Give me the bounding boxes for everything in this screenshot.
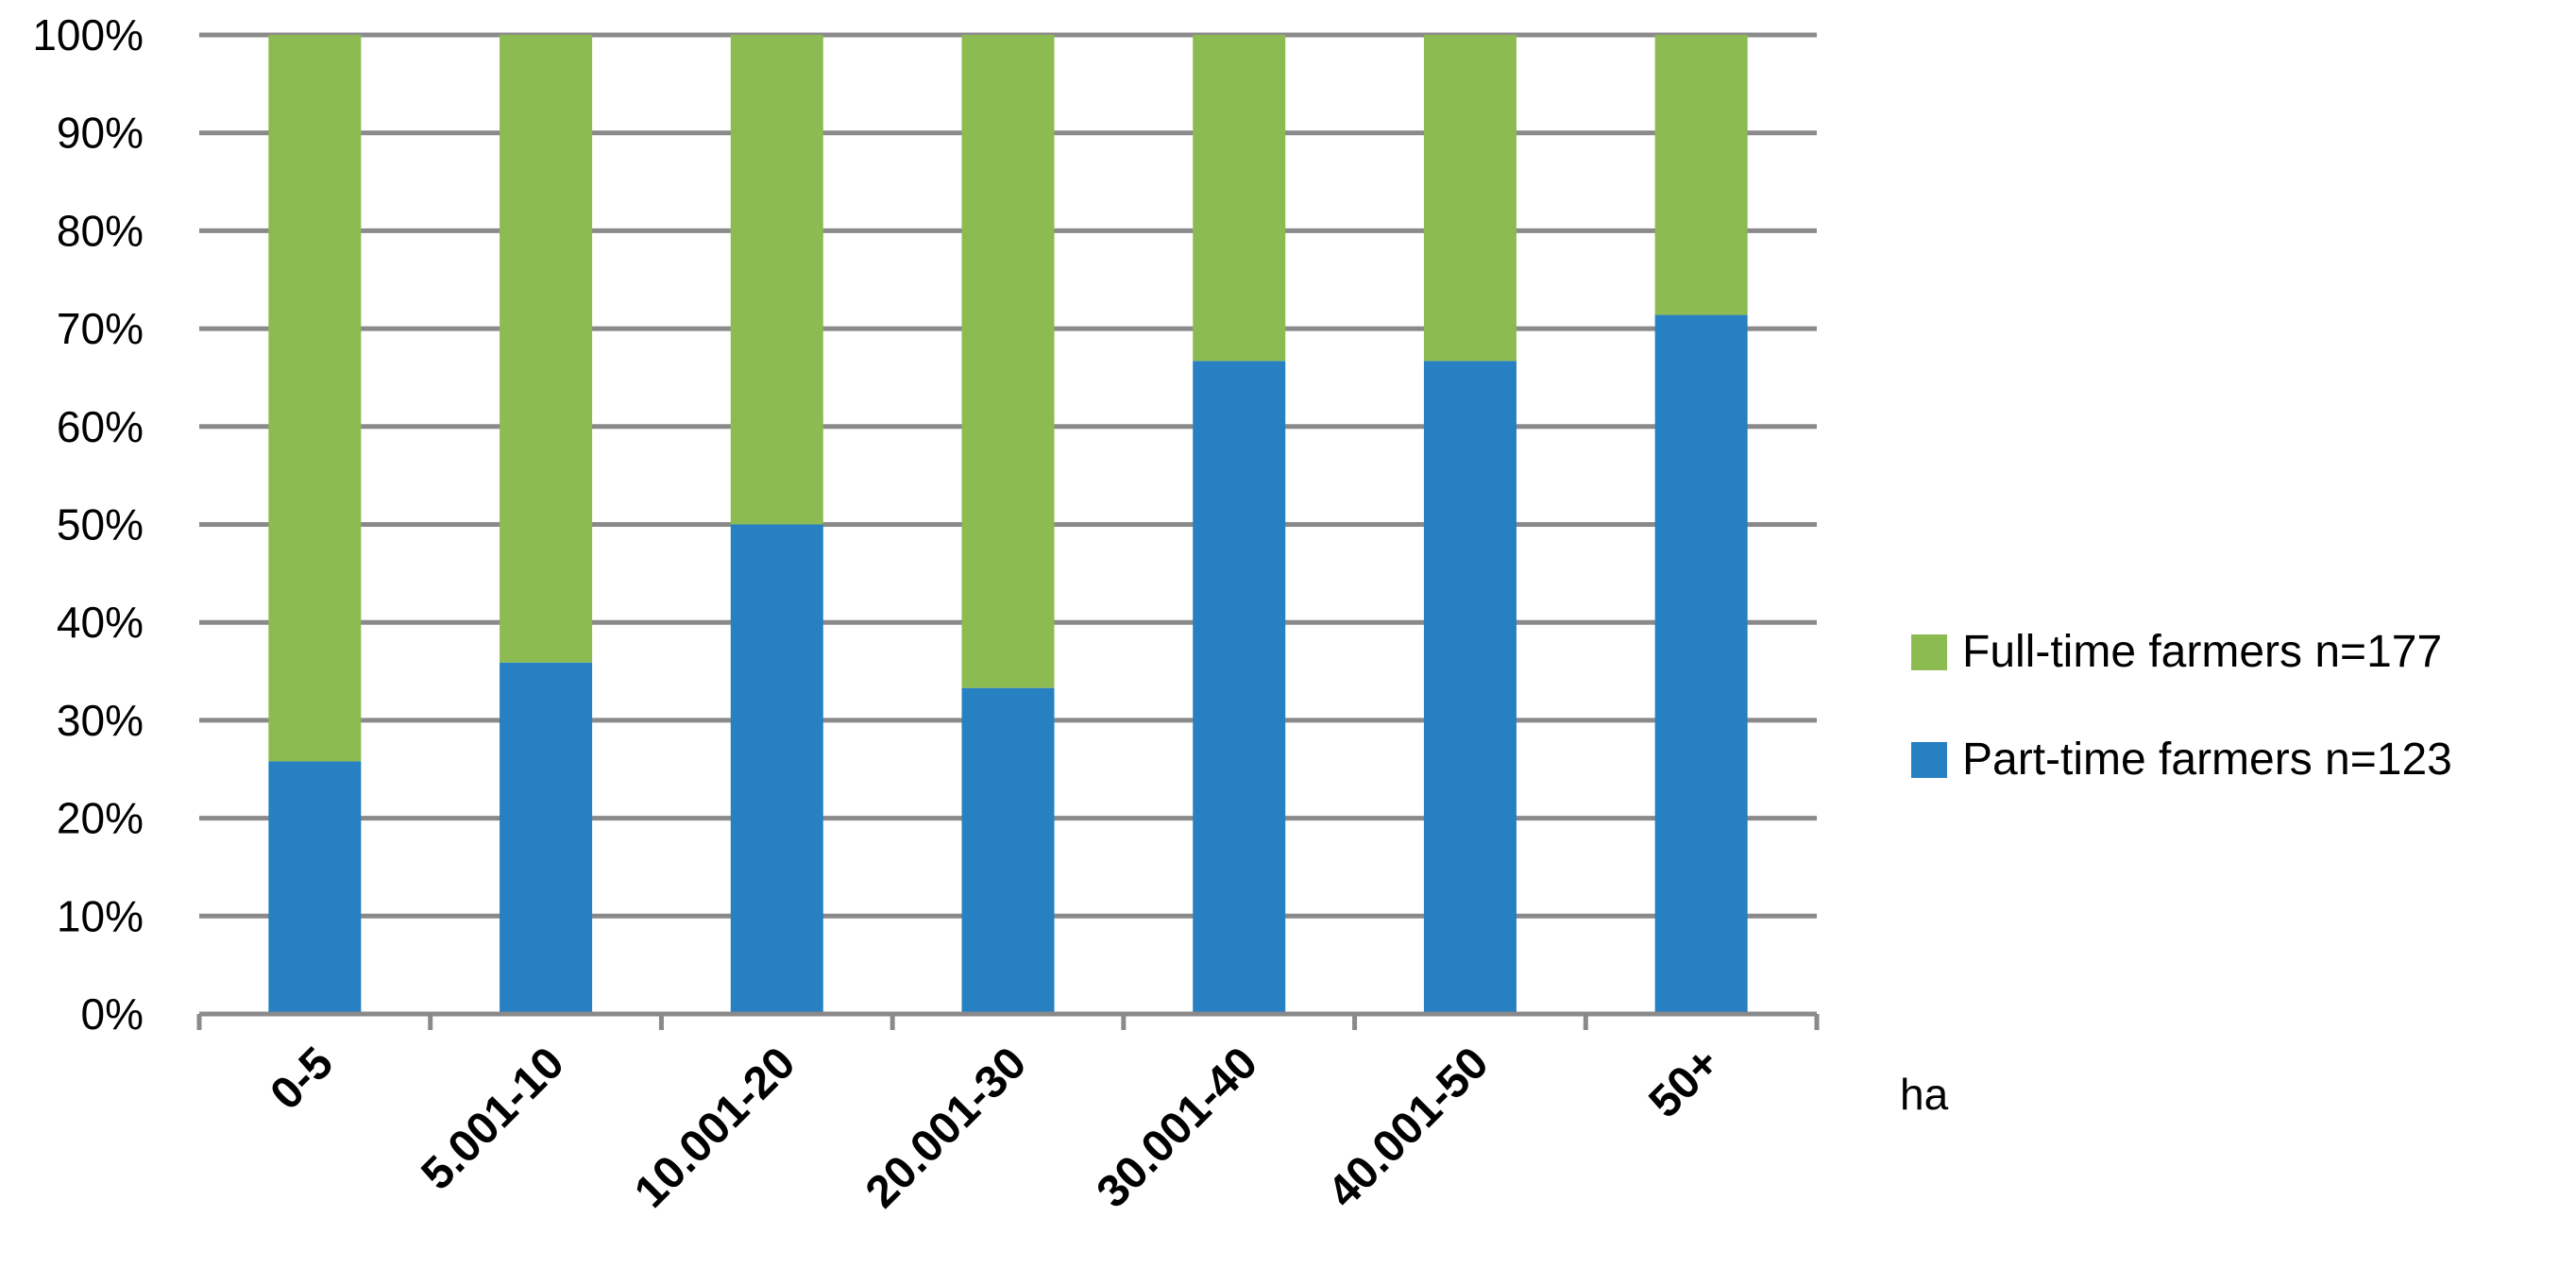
y-tick-label: 50%: [57, 500, 144, 549]
bar-segment-part-time: [500, 662, 593, 1014]
bar-segment-full-time: [500, 35, 593, 663]
legend-label: Part-time farmers n=123: [1962, 735, 2452, 785]
legend-label: Full-time farmers n=177: [1962, 627, 2442, 677]
x-axis-label: ha: [1900, 1070, 1949, 1119]
x-tick-label: 20.001-30: [856, 1038, 1036, 1217]
y-tick-label: 100%: [32, 10, 144, 59]
bar-segment-full-time: [961, 35, 1055, 688]
y-tick-label: 90%: [57, 109, 144, 158]
bar-segment-part-time: [1193, 361, 1286, 1014]
x-tick-label: 10.001-20: [625, 1038, 805, 1217]
x-axis: [196, 1011, 1820, 1030]
legend-swatch: [1911, 634, 1947, 670]
legend: Full-time farmers n=177 Part-time farmers…: [1911, 627, 2452, 785]
y-tick-label: 60%: [57, 402, 144, 451]
y-tick-label: 30%: [57, 696, 144, 745]
x-axis-tick-labels: 0-5 5.001-10 10.001-20 20.001-30 30.001-40 40…: [262, 1038, 1730, 1217]
y-tick-label: 0%: [81, 989, 144, 1039]
y-tick-label: 10%: [57, 891, 144, 940]
bar-segment-part-time: [1654, 314, 1748, 1014]
y-tick-label: 20%: [57, 794, 144, 843]
legend-swatch: [1911, 742, 1947, 778]
x-tick-label: 5.001-10: [412, 1038, 573, 1199]
bar-segment-full-time: [730, 35, 823, 525]
bar-segment-full-time: [1423, 35, 1517, 362]
x-tick-label: 0-5: [262, 1038, 344, 1120]
bar-segment-part-time: [268, 761, 362, 1014]
y-axis-tick-labels: 0% 10% 20% 30% 40% 50% 60% 70% 80% 90% 100%: [32, 10, 144, 1039]
y-tick-label: 70%: [57, 304, 144, 353]
y-tick-label: 40%: [57, 598, 144, 647]
bar-segment-full-time: [268, 35, 362, 762]
bar-segment-full-time: [1654, 35, 1748, 315]
bar-segment-full-time: [1193, 35, 1286, 362]
bar-segment-part-time: [730, 524, 823, 1014]
bar-segment-part-time: [961, 687, 1055, 1014]
y-tick-label: 80%: [57, 206, 144, 255]
x-tick-label: 40.001-50: [1318, 1038, 1498, 1217]
bar-segment-part-time: [1423, 361, 1517, 1014]
x-tick-label: 30.001-40: [1088, 1038, 1267, 1217]
x-tick-label: 50+: [1639, 1038, 1729, 1127]
bars: [268, 35, 1748, 1014]
